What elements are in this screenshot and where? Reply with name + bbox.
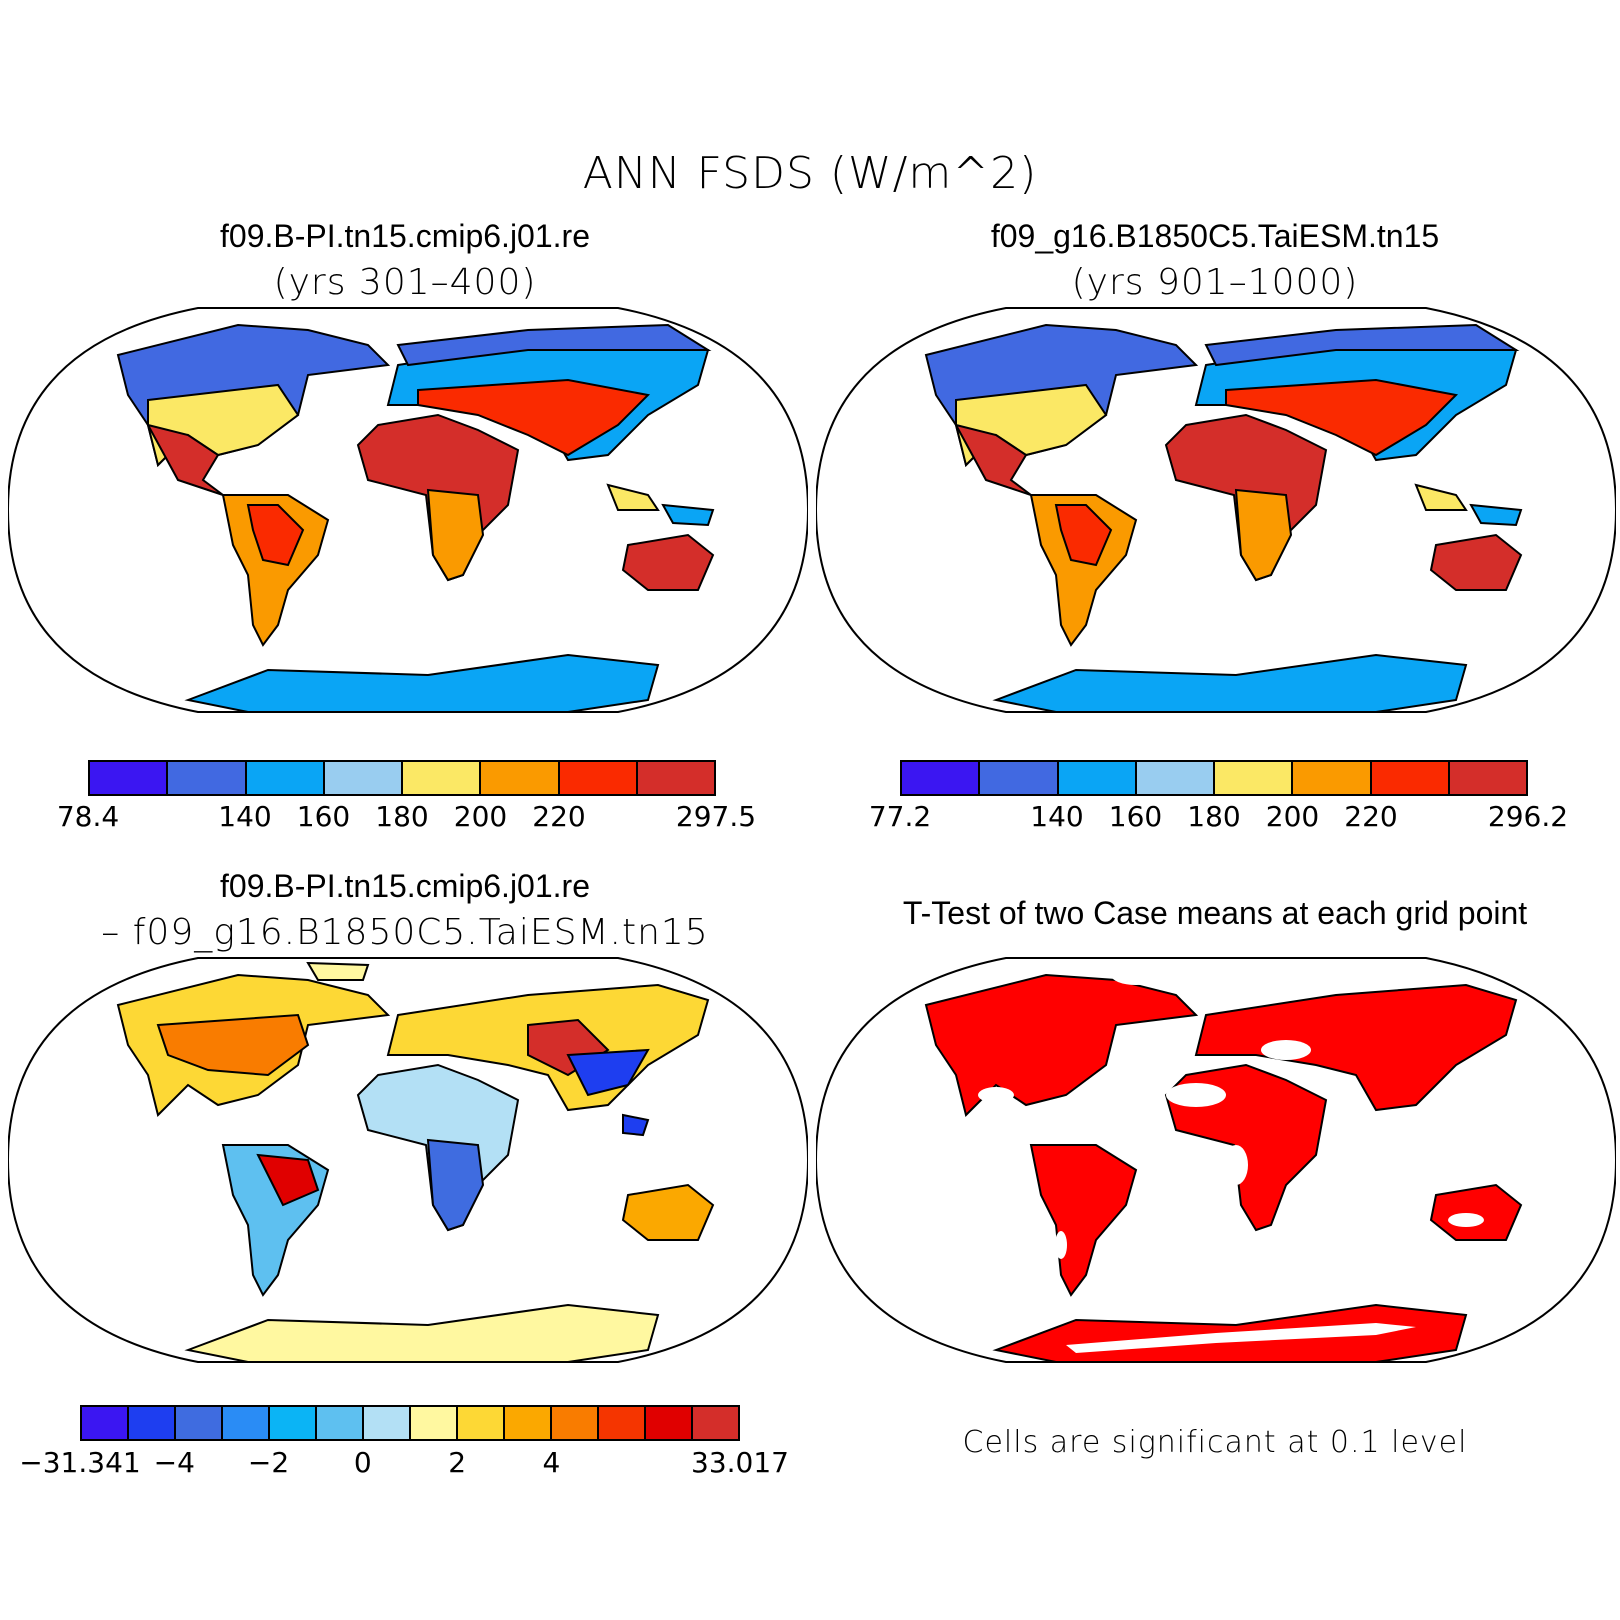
map-bottom-left bbox=[8, 957, 808, 1363]
colorbar-swatch bbox=[1293, 762, 1372, 794]
colorbar-swatch bbox=[559, 762, 638, 794]
colorbar-swatch bbox=[324, 762, 403, 794]
colorbar-swatch bbox=[1058, 762, 1137, 794]
colorbar-swatch bbox=[1136, 762, 1215, 794]
panel-subtitle-top-right: (yrs 901–1000) bbox=[1071, 262, 1359, 303]
colorbar-tick-label: 140 bbox=[1030, 800, 1084, 833]
colorbar-swatch bbox=[82, 1407, 129, 1439]
panel-subtitle-bottom-left: – f09_g16.B1850C5.TaiESM.tn15 bbox=[101, 912, 709, 953]
colorbar-tick-label: 4 bbox=[542, 1446, 561, 1479]
panel-title-bottom-right: T-Test of two Case means at each grid po… bbox=[902, 895, 1528, 931]
colorbar-swatch bbox=[403, 762, 482, 794]
colorbar-tick-label: 78.4 bbox=[56, 800, 120, 833]
non-significant-patches bbox=[978, 965, 1484, 1353]
colorbar-swatch bbox=[980, 762, 1059, 794]
map-top-right bbox=[816, 307, 1616, 713]
colorbar-tick-label: 297.5 bbox=[675, 800, 757, 833]
colorbar-top-left bbox=[88, 760, 716, 796]
colorbar-swatch bbox=[1449, 762, 1526, 794]
colorbar-swatch bbox=[168, 762, 247, 794]
colorbar-tick-label: 2 bbox=[448, 1446, 467, 1479]
land-fill bbox=[116, 323, 715, 713]
colorbar-swatch bbox=[458, 1407, 505, 1439]
colorbar-swatch bbox=[481, 762, 560, 794]
colorbar-tick-label: 220 bbox=[532, 800, 586, 833]
significance-footnote: Cells are significant at 0.1 level bbox=[962, 1425, 1468, 1460]
colorbar-swatch bbox=[1215, 762, 1294, 794]
colorbar-swatch bbox=[505, 1407, 552, 1439]
map-top-left bbox=[8, 307, 808, 713]
colorbar-tick-label: 200 bbox=[1265, 800, 1320, 833]
colorbar-top-right bbox=[900, 760, 1528, 796]
colorbar-swatch bbox=[411, 1407, 458, 1439]
colorbar-swatch bbox=[364, 1407, 411, 1439]
colorbar-swatch bbox=[270, 1407, 317, 1439]
colorbar-labels-bottom-left: −31.341 −4 −2 0 2 4 33.017 bbox=[19, 1446, 789, 1486]
colorbar-tick-label: −2 bbox=[247, 1446, 290, 1479]
land-fill bbox=[116, 961, 715, 1363]
colorbar-labels-top-right: 77.2 140 160 180 200 220 296.2 bbox=[869, 800, 1568, 840]
colorbar-swatch bbox=[1371, 762, 1450, 794]
colorbar-swatch bbox=[902, 762, 981, 794]
colorbar-swatch bbox=[223, 1407, 270, 1439]
colorbar-labels-top-left: 78.4 140 160 180 200 220 297.5 bbox=[57, 800, 756, 840]
colorbar-tick-label: 296.2 bbox=[1487, 800, 1569, 833]
colorbar-swatch bbox=[646, 1407, 693, 1439]
colorbar-swatch bbox=[129, 1407, 176, 1439]
colorbar-swatch bbox=[246, 762, 325, 794]
colorbar-bottom-left bbox=[80, 1405, 740, 1441]
colorbar-tick-label: 140 bbox=[218, 800, 272, 833]
colorbar-tick-label: 77.2 bbox=[868, 800, 932, 833]
colorbar-tick-label: 33.017 bbox=[691, 1446, 789, 1479]
panel-subtitle-top-left: (yrs 301–400) bbox=[273, 262, 537, 303]
colorbar-tick-label: 180 bbox=[1187, 800, 1241, 833]
panel-title-bottom-left: f09.B-PI.tn15.cmip6.j01.re bbox=[220, 868, 590, 904]
colorbar-tick-label: −31.341 bbox=[19, 1446, 141, 1479]
colorbar-swatch bbox=[176, 1407, 223, 1439]
figure-title: ANN FSDS (W/m^2) bbox=[582, 148, 1038, 199]
colorbar-swatch bbox=[90, 762, 169, 794]
colorbar-swatch bbox=[552, 1407, 599, 1439]
colorbar-tick-label: 220 bbox=[1344, 800, 1398, 833]
colorbar-swatch bbox=[637, 762, 714, 794]
map-bottom-right bbox=[816, 957, 1616, 1363]
colorbar-swatch bbox=[599, 1407, 646, 1439]
colorbar-swatch bbox=[693, 1407, 738, 1439]
colorbar-tick-label: 180 bbox=[375, 800, 429, 833]
colorbar-tick-label: 160 bbox=[296, 800, 351, 833]
colorbar-tick-label: −4 bbox=[153, 1446, 195, 1479]
panel-title-top-right: f09_g16.B1850C5.TaiESM.tn15 bbox=[990, 218, 1440, 254]
panel-title-top-left: f09.B-PI.tn15.cmip6.j01.re bbox=[220, 218, 590, 254]
colorbar-tick-label: 160 bbox=[1108, 800, 1163, 833]
land-fill bbox=[924, 323, 1523, 713]
colorbar-swatch bbox=[317, 1407, 364, 1439]
colorbar-tick-label: 0 bbox=[353, 1446, 372, 1479]
colorbar-tick-label: 200 bbox=[453, 800, 508, 833]
